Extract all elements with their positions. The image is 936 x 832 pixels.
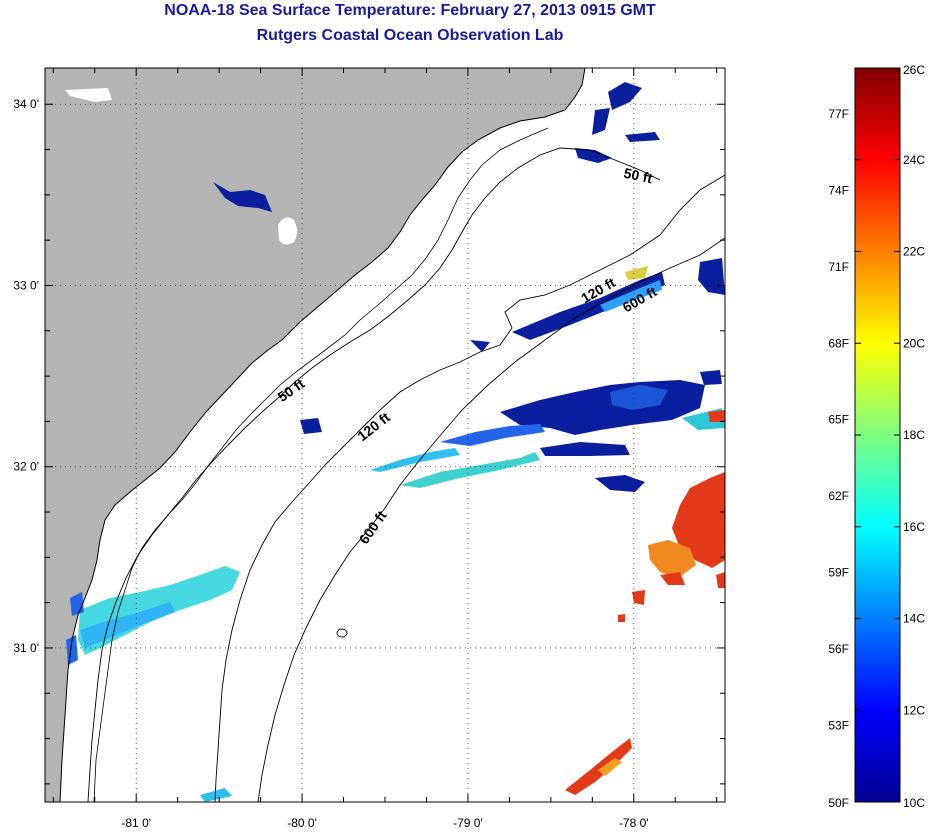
sst-patch <box>632 590 645 605</box>
sst-patch <box>200 788 232 802</box>
colorbar: 10C 12C 14C 16C 18C 20C 22C 24C 26C 50F 53F 56F 59F… <box>828 63 925 810</box>
sst-patch <box>470 340 490 352</box>
colorbar-celsius-label: 10C <box>903 796 925 810</box>
colorbar-fahrenheit-label: 77F <box>828 107 849 121</box>
sst-patch <box>672 472 725 568</box>
sst-patch <box>300 418 322 434</box>
sst-patch <box>610 385 668 410</box>
colorbar-fahrenheit-labels: 50F 53F 56F 59F 62F 65F 68F 71F 74F 77F <box>828 107 849 810</box>
sst-patch <box>618 614 625 622</box>
colorbar-fahrenheit-label: 62F <box>828 489 849 503</box>
sst-patch <box>400 452 540 488</box>
colorbar-fahrenheit-label: 68F <box>828 336 849 350</box>
sst-patch <box>370 448 460 472</box>
colorbar-celsius-label: 14C <box>903 612 925 626</box>
colorbar-celsius-label: 26C <box>903 63 925 77</box>
colorbar-fahrenheit-label: 59F <box>828 566 849 580</box>
sst-patch <box>595 475 645 492</box>
contour-120ft <box>214 174 725 802</box>
colorbar-fahrenheit-label: 71F <box>828 260 849 274</box>
sst-patch <box>708 410 725 422</box>
sst-patch <box>66 635 78 665</box>
colorbar-fahrenheit-label: 53F <box>828 719 849 733</box>
colorbar-celsius-label: 16C <box>903 520 925 534</box>
colorbar-fahrenheit-label: 50F <box>828 796 849 810</box>
lon-tick-label: -80 0' <box>287 816 317 830</box>
sst-patch <box>213 182 272 212</box>
longitude-ticks: -81 0' -80 0' -79 0' -78 0' <box>52 68 718 830</box>
colorbar-celsius-label: 18C <box>903 428 925 442</box>
colorbar-fahrenheit-label: 65F <box>828 413 849 427</box>
sst-patch <box>625 132 660 142</box>
map-subtitle: Rutgers Coastal Ocean Observation Lab <box>256 27 564 44</box>
lon-tick-label: -78 0' <box>619 816 649 830</box>
contour-50ft <box>87 147 661 802</box>
lat-tick-label: 33 0' <box>13 278 39 292</box>
lake-marion <box>278 217 297 245</box>
lat-tick-label: 31 0' <box>13 641 39 655</box>
sst-patch <box>625 266 648 280</box>
sst-patch <box>598 758 622 776</box>
colorbar-fahrenheit-label: 56F <box>828 642 849 656</box>
sst-patch <box>440 424 545 446</box>
contour-600ft <box>257 237 725 802</box>
grid-lines <box>45 68 725 802</box>
seamount-contour <box>336 628 348 638</box>
colorbar-celsius-label: 12C <box>903 703 925 717</box>
contour-label: 50 ft <box>622 165 654 187</box>
colorbar-celsius-label: 22C <box>903 245 925 259</box>
colorbar-gradient <box>854 67 901 803</box>
colorbar-celsius-label: 20C <box>903 336 925 350</box>
inland-waterway <box>93 127 549 802</box>
sst-patch <box>592 108 610 135</box>
land-mass <box>45 68 585 802</box>
lon-tick-label: -79 0' <box>453 816 483 830</box>
sst-patch <box>648 540 696 578</box>
colorbar-celsius-labels: 10C 12C 14C 16C 18C 20C 22C 24C 26C <box>855 63 925 810</box>
lat-tick-label: 32 0' <box>13 460 39 474</box>
coastline <box>59 68 586 802</box>
colorbar-celsius-label: 24C <box>903 153 925 167</box>
sst-patch <box>565 738 632 795</box>
sst-patch <box>700 370 722 385</box>
sst-patch <box>716 572 725 588</box>
sst-patch <box>540 442 630 456</box>
sst-patch <box>80 602 175 648</box>
sst-patch <box>660 572 685 585</box>
latitude-ticks: 34 0' 33 0' 32 0' 31 0' <box>13 97 725 785</box>
lon-tick-label: -81 0' <box>121 816 151 830</box>
sst-patch <box>600 280 662 312</box>
map-title: NOAA-18 Sea Surface Temperature: Februar… <box>164 2 656 19</box>
lat-tick-label: 34 0' <box>13 97 39 111</box>
colorbar-fahrenheit-label: 74F <box>828 183 849 197</box>
sst-patch <box>575 148 612 163</box>
inland-water-north <box>65 88 112 102</box>
